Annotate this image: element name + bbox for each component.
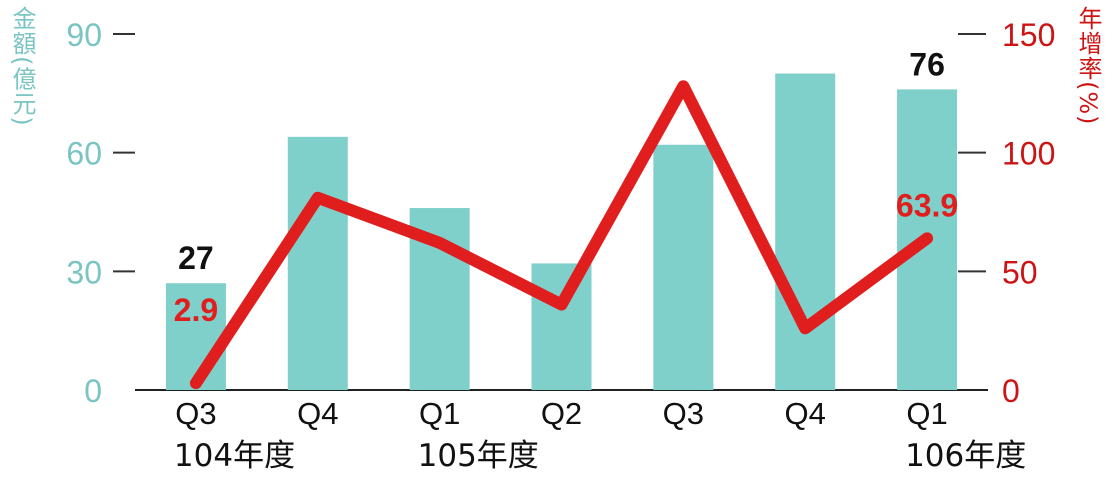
bar xyxy=(531,263,592,390)
category-label: Q1 xyxy=(419,396,460,431)
line-value-label: 63.9 xyxy=(896,187,958,223)
line-point xyxy=(682,85,685,88)
left-tick-label: 90 xyxy=(66,17,102,53)
right-tick-label: 50 xyxy=(1002,254,1038,290)
left-tick-label: 30 xyxy=(66,254,102,290)
category-label: Q3 xyxy=(663,396,704,431)
left-tick-label: 0 xyxy=(84,373,102,409)
right-tick-label: 100 xyxy=(1002,136,1055,172)
year-label: 104年度 xyxy=(174,438,295,474)
right-axis-title: 年增率(%) xyxy=(1074,6,1102,126)
bar xyxy=(287,136,348,390)
line-point xyxy=(926,237,929,240)
left-tick-label: 60 xyxy=(66,136,102,172)
category-label: Q1 xyxy=(906,396,947,431)
category-label: Q4 xyxy=(785,396,826,431)
line-point xyxy=(560,303,563,306)
year-label: 106年度 xyxy=(905,438,1026,474)
category-label: Q2 xyxy=(541,396,582,431)
line-point xyxy=(316,196,319,199)
bar xyxy=(775,73,836,391)
category-label: Q3 xyxy=(175,396,216,431)
bar xyxy=(653,144,714,390)
line-point xyxy=(438,241,441,244)
bar-value-label: 76 xyxy=(909,46,945,82)
category-label: Q4 xyxy=(297,396,338,431)
line-value-label: 2.9 xyxy=(174,292,218,328)
line-point xyxy=(194,382,197,385)
right-tick-label: 0 xyxy=(1002,373,1020,409)
line-point xyxy=(804,327,807,330)
left-axis-title: 金額(億元) xyxy=(8,6,36,127)
bar-value-label: 27 xyxy=(178,240,214,276)
right-tick-label: 150 xyxy=(1002,17,1055,53)
year-label: 105年度 xyxy=(418,438,539,474)
